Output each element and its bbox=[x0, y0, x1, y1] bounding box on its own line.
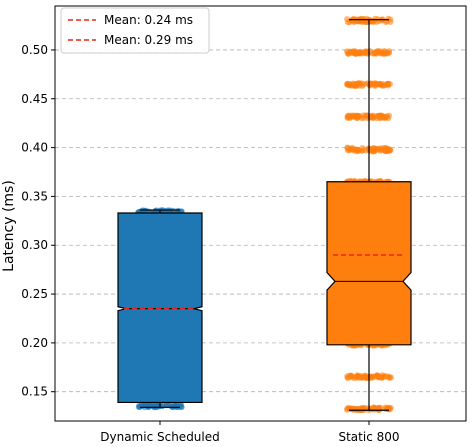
legend: Mean: 0.24 ms Mean: 0.29 ms bbox=[60, 7, 210, 54]
y-tick-label: 0.45 bbox=[21, 92, 48, 106]
legend-label: Mean: 0.24 ms bbox=[104, 13, 193, 27]
data-point bbox=[178, 404, 185, 411]
y-tick-label: 0.15 bbox=[21, 385, 48, 399]
data-point bbox=[380, 114, 387, 121]
data-point bbox=[350, 49, 357, 56]
data-point bbox=[347, 17, 354, 24]
data-point bbox=[382, 372, 389, 379]
y-tick-label: 0.40 bbox=[21, 141, 48, 155]
legend-label: Mean: 0.29 ms bbox=[104, 33, 193, 47]
x-tick-label: Dynamic Scheduled bbox=[100, 430, 220, 444]
data-point bbox=[376, 81, 383, 88]
data-point bbox=[363, 50, 370, 57]
data-point bbox=[367, 18, 374, 25]
box-plots bbox=[117, 19, 412, 411]
data-point bbox=[135, 404, 142, 411]
data-point bbox=[347, 145, 354, 152]
data-point bbox=[387, 80, 393, 87]
data-point bbox=[374, 373, 381, 379]
y-tick-label: 0.50 bbox=[21, 43, 48, 57]
grid-lines bbox=[55, 49, 466, 393]
data-point bbox=[387, 374, 394, 381]
data-point bbox=[349, 113, 356, 120]
data-point bbox=[385, 406, 392, 413]
data-point bbox=[354, 146, 361, 153]
box-static-800 bbox=[326, 181, 412, 346]
data-point bbox=[141, 401, 148, 408]
data-point bbox=[349, 373, 356, 380]
y-tick-label: 0.35 bbox=[21, 189, 48, 203]
data-point bbox=[354, 112, 361, 119]
plot-frame bbox=[54, 5, 467, 422]
data-point bbox=[355, 82, 362, 89]
data-point bbox=[368, 374, 375, 381]
data-point bbox=[386, 49, 393, 56]
y-tick-label: 0.30 bbox=[21, 238, 48, 252]
legend-box bbox=[60, 7, 210, 54]
data-point bbox=[362, 80, 369, 87]
data-point bbox=[360, 114, 367, 121]
box-dynamic-scheduled bbox=[117, 212, 203, 404]
y-tick-label: 0.20 bbox=[21, 336, 48, 350]
data-point bbox=[383, 147, 390, 154]
data-point bbox=[378, 49, 385, 56]
data-point bbox=[344, 81, 351, 87]
x-tick-label: Static 800 bbox=[338, 430, 399, 444]
y-axis-label: Latency (ms) bbox=[1, 180, 17, 272]
x-axis-ticks: Dynamic Scheduled Static 800 bbox=[100, 421, 400, 444]
data-point bbox=[377, 145, 384, 152]
y-axis-ticks: 0.15 0.20 0.25 0.30 0.35 0.40 0.45 0.50 bbox=[21, 43, 55, 399]
data-point bbox=[371, 145, 378, 152]
data-point bbox=[146, 401, 153, 408]
axes-frame bbox=[54, 5, 467, 422]
data-point bbox=[345, 50, 352, 57]
data-point bbox=[352, 17, 359, 24]
data-point bbox=[373, 113, 380, 119]
y-tick-label: 0.25 bbox=[21, 287, 48, 301]
